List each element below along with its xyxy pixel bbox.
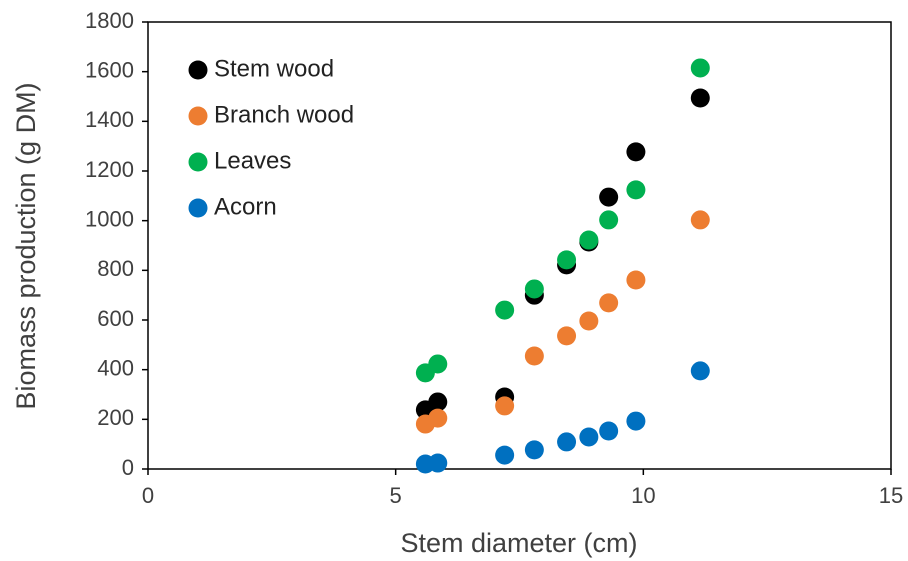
x-tick-label: 15 bbox=[879, 483, 903, 508]
plot-frame bbox=[147, 21, 892, 470]
data-point bbox=[626, 180, 646, 200]
x-tick-label: 0 bbox=[142, 483, 154, 508]
data-point bbox=[690, 361, 710, 381]
y-tick-label: 1000 bbox=[85, 206, 134, 231]
y-tick-label: 1600 bbox=[85, 57, 134, 82]
x-axis-title: Stem diameter (cm) bbox=[400, 528, 637, 558]
y-tick-label: 1800 bbox=[85, 8, 134, 33]
legend-label: Acorn bbox=[214, 193, 277, 220]
x-tick-label: 10 bbox=[631, 483, 655, 508]
data-point bbox=[524, 279, 544, 299]
data-point bbox=[428, 453, 448, 473]
data-point bbox=[690, 58, 710, 78]
data-point bbox=[495, 445, 515, 465]
data-point bbox=[428, 408, 448, 428]
data-point bbox=[557, 326, 577, 346]
data-point bbox=[495, 396, 515, 416]
data-point bbox=[626, 270, 646, 290]
y-tick-label: 200 bbox=[97, 405, 134, 430]
data-point bbox=[579, 427, 599, 447]
y-tick-label: 1200 bbox=[85, 157, 134, 182]
data-point bbox=[599, 293, 619, 313]
legend-marker bbox=[188, 198, 208, 218]
legend-marker bbox=[188, 152, 208, 172]
data-point bbox=[599, 421, 619, 441]
data-point bbox=[579, 230, 599, 250]
y-axis-title: Biomass production (g DM) bbox=[11, 82, 41, 409]
legend-label: Stem wood bbox=[214, 55, 334, 82]
data-point bbox=[428, 354, 448, 374]
legend-marker bbox=[188, 60, 208, 80]
data-point bbox=[626, 411, 646, 431]
data-point bbox=[524, 440, 544, 460]
data-point bbox=[495, 300, 515, 320]
data-point bbox=[690, 88, 710, 108]
x-tick-label: 5 bbox=[390, 483, 402, 508]
data-point bbox=[690, 210, 710, 230]
data-point bbox=[524, 346, 544, 366]
data-point bbox=[579, 311, 599, 331]
data-point bbox=[557, 432, 577, 452]
y-tick-label: 1400 bbox=[85, 107, 134, 132]
data-point bbox=[626, 142, 646, 162]
data-point bbox=[428, 392, 448, 412]
data-point bbox=[599, 210, 619, 230]
legend-label: Leaves bbox=[214, 147, 291, 174]
y-tick-label: 0 bbox=[122, 455, 134, 480]
y-tick-label: 600 bbox=[97, 306, 134, 331]
y-tick-label: 400 bbox=[97, 355, 134, 380]
legend-marker bbox=[188, 106, 208, 126]
data-point bbox=[599, 187, 619, 207]
data-point bbox=[557, 250, 577, 270]
legend-label: Branch wood bbox=[214, 101, 354, 128]
y-tick-label: 800 bbox=[97, 256, 134, 281]
